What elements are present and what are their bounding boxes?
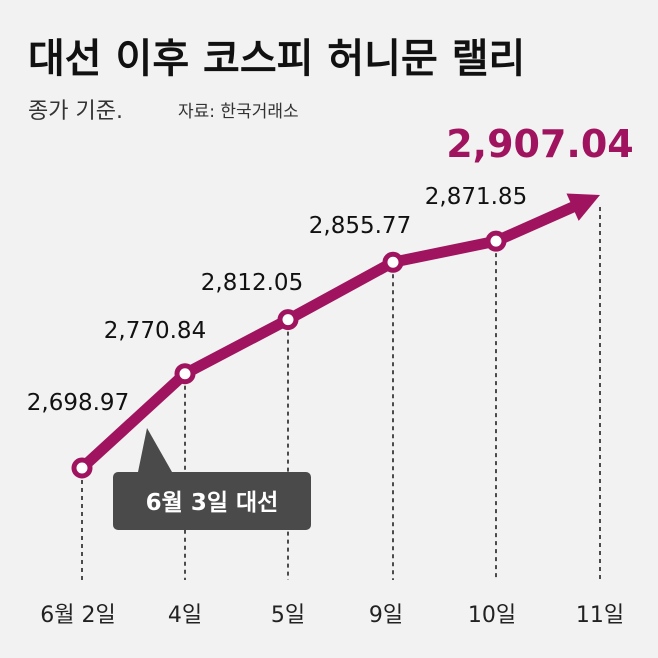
x-axis-ticks: 6월 2일 4일 5일 9일 10일 11일	[40, 603, 624, 628]
callout-pointer	[138, 428, 172, 472]
callout-box	[113, 472, 311, 530]
value-labels: 2,698.97 2,770.84 2,812.05 2,855.77 2,871.85…	[27, 122, 634, 416]
value-label-4: 2,871.85	[425, 184, 527, 210]
x-tick-label-2: 5일	[271, 603, 305, 628]
value-label-0: 2,698.97	[27, 390, 129, 416]
chart-subtitle: 종가 기준.	[28, 99, 123, 124]
data-point-4	[485, 230, 507, 252]
x-tick-label-1: 4일	[168, 603, 202, 628]
value-label-2: 2,812.05	[201, 270, 303, 296]
series-line-path	[76, 201, 579, 474]
value-label-3: 2,855.77	[309, 213, 411, 239]
data-point-2	[277, 309, 299, 331]
chart-title: 대선 이후 코스피 허니문 랠리	[28, 36, 525, 82]
data-point-3	[382, 251, 404, 273]
value-label-1: 2,770.84	[104, 318, 206, 344]
guide-lines	[81, 207, 601, 580]
value-label-last: 2,907.04	[446, 122, 634, 166]
data-points	[71, 230, 507, 479]
series-arrowhead	[566, 193, 600, 221]
annotation-callout: 6월 3일 대선	[113, 428, 311, 530]
x-tick-label-5: 11일	[576, 603, 624, 628]
x-tick-label-0: 6월 2일	[40, 603, 115, 628]
data-point-0	[71, 457, 93, 479]
x-tick-label-4: 10일	[468, 603, 516, 628]
x-tick-label-3: 9일	[369, 603, 403, 628]
series-line	[76, 193, 600, 474]
data-point-1	[174, 363, 196, 385]
callout-label: 6월 3일 대선	[146, 490, 279, 516]
chart-source: 자료: 한국거래소	[178, 102, 299, 122]
